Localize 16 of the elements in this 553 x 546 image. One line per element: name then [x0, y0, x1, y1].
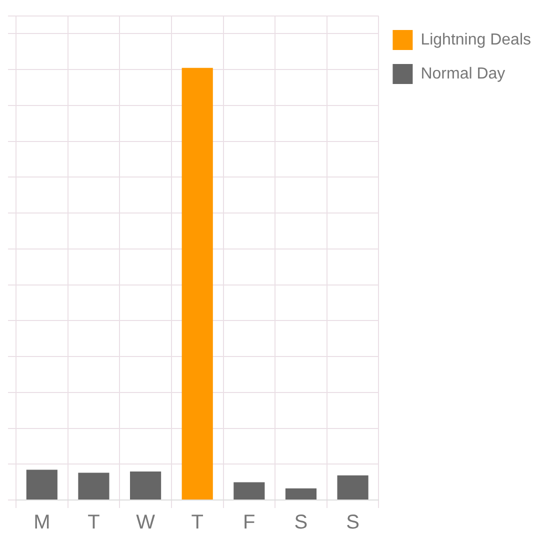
- x-tick-label: S: [294, 512, 308, 534]
- x-tick-label: F: [243, 512, 256, 534]
- x-tick-label: T: [191, 512, 204, 534]
- bar: [26, 470, 58, 500]
- x-tick-label: M: [34, 512, 50, 534]
- legend-label: Lightning Deals: [420, 31, 531, 48]
- x-tick-label: W: [136, 512, 156, 534]
- bar: [337, 475, 368, 500]
- bar: [130, 471, 162, 500]
- legend-label: Normal Day: [420, 65, 506, 82]
- bar: [182, 68, 213, 500]
- x-tick-label: S: [346, 512, 360, 534]
- bar: [285, 488, 317, 500]
- bar: [78, 472, 110, 500]
- x-tick-label: T: [88, 512, 100, 534]
- bar: [234, 482, 265, 500]
